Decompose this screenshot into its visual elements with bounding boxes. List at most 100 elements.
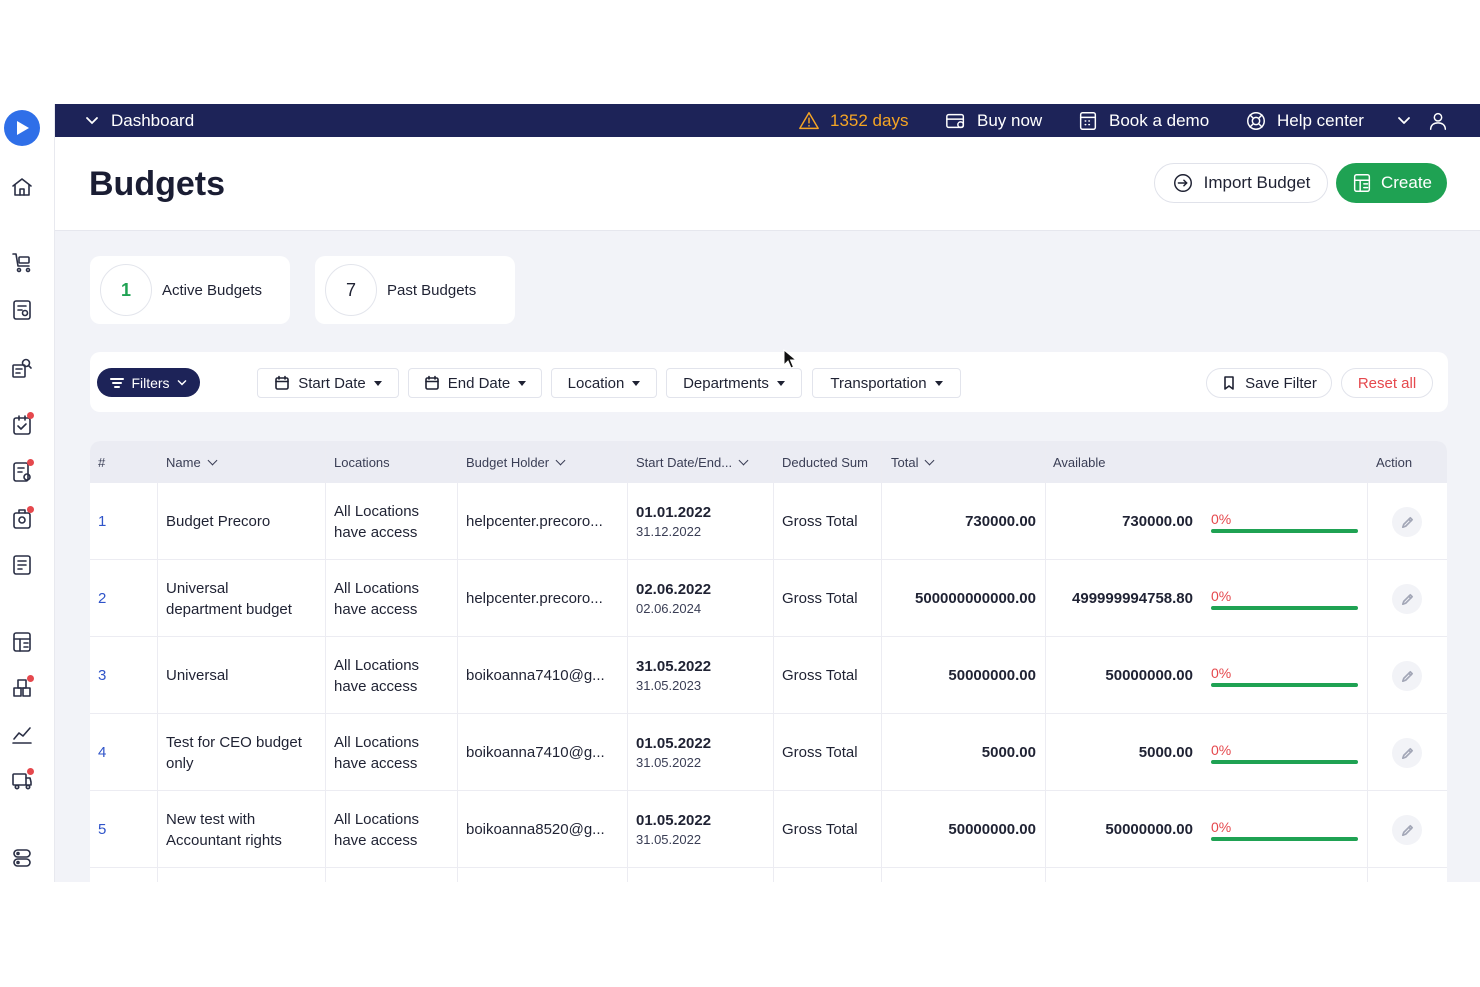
locations-line: All Locations [334,579,420,597]
budget-name[interactable]: Test for CEO budget only [166,714,321,791]
reset-all-button[interactable]: Reset all [1341,368,1433,398]
header-total[interactable]: Total [891,441,935,483]
help-center-link[interactable]: Help center [1245,104,1364,137]
end-date: 31.12.2022 [636,524,702,539]
budget-name[interactable]: Universal [166,637,321,714]
filters-button[interactable]: Filters [97,368,200,397]
header-available: Available [1053,454,1106,470]
start-date: 01.05.2022 [636,735,712,752]
locations-line: All Locations [334,656,420,674]
table-row[interactable]: 5 New test with Accountant rights All Locat… [90,791,1447,868]
header-budget-holder[interactable]: Budget Holder [466,441,566,483]
budget-name-line: Universal [166,579,229,597]
usage-percent: 0% [1211,742,1232,758]
row-number[interactable]: 5 [98,821,107,838]
budget-locations: All Locations have access [334,637,419,714]
header-dates-label: Start Date/End... [636,454,733,470]
delivery-icon[interactable] [9,768,35,794]
calendar-icon [424,375,439,390]
notification-dot [27,459,34,466]
budget-name[interactable]: Universal department budget [166,560,321,637]
analytics-icon[interactable] [9,722,35,748]
locations-line: have access [334,600,418,618]
caret-down-icon [934,380,943,386]
approvals-icon[interactable] [9,412,35,438]
suppliers-icon[interactable] [9,355,35,381]
budget-dates: 01.01.2022 31.12.2022 [636,483,711,560]
row-number[interactable]: 3 [98,667,107,684]
app-logo[interactable] [4,110,40,146]
past-budgets-card[interactable]: 7 Past Budgets [315,256,515,324]
table-row[interactable]: 1 Budget Precoro All Locations have access h… [90,483,1447,560]
receipts-icon[interactable] [9,506,35,532]
invoices-icon[interactable] [9,459,35,485]
trial-warning[interactable]: 1352 days [798,104,908,137]
requests-icon[interactable] [9,297,35,323]
table-row[interactable]: 2 Universal department budget All Locations… [90,560,1447,637]
edit-button[interactable] [1392,738,1422,768]
header-name[interactable]: Name [166,441,218,483]
account-menu[interactable] [1397,104,1449,137]
usage-percent: 0% [1211,511,1232,527]
home-icon[interactable] [9,174,35,200]
row-number[interactable]: 4 [98,744,107,761]
end-date: 31.05.2023 [636,678,702,693]
pencil-icon [1401,516,1413,528]
column-divider [325,441,326,882]
deducted-sum: Gross Total [782,513,858,530]
column-divider [773,441,774,882]
start-date: 01.05.2022 [636,812,712,829]
chevron-down-icon [555,455,566,465]
budget-holder: boikoanna7410@g... [466,667,605,684]
dashboard-menu[interactable]: Dashboard [85,104,194,137]
documents-icon[interactable] [9,552,35,578]
row-number[interactable]: 2 [98,590,107,607]
buy-now-link[interactable]: Buy now [945,104,1042,137]
table-row[interactable]: 3 Universal All Locations have access boikoa… [90,637,1447,714]
deducted-sum: Gross Total [782,821,858,838]
header-number: # [98,454,106,470]
save-filter-button[interactable]: Save Filter [1206,368,1332,398]
import-budget-label: Import Budget [1203,173,1311,192]
budget-dates: 01.05.2022 31.05.2022 [636,714,711,791]
import-icon [1173,174,1192,192]
notification-dot [27,412,34,419]
table-row[interactable]: 4 Test for CEO budget only All Locations hav… [90,714,1447,791]
usage-percent: 0% [1211,819,1232,835]
row-number[interactable]: 1 [98,513,107,530]
edit-button[interactable] [1392,507,1422,537]
header-dates[interactable]: Start Date/End... [636,441,749,483]
budget-name[interactable]: Budget Precoro [166,483,321,560]
usage-percent: 0% [1211,588,1232,604]
locations-line: have access [334,523,418,541]
departments-dropdown[interactable]: Departments [666,368,802,398]
location-dropdown[interactable]: Location [551,368,657,398]
import-budget-button[interactable]: Import Budget [1154,163,1328,203]
edit-button[interactable] [1392,815,1422,845]
deducted-sum: Gross Total [782,590,858,607]
end-date-dropdown[interactable]: End Date [408,368,542,398]
mouse-cursor-icon [783,349,797,369]
locations-line: All Locations [334,810,420,828]
departments-label: Departments [683,374,769,392]
start-date-dropdown[interactable]: Start Date [257,368,399,398]
book-demo-link[interactable]: Book a demo [1077,104,1209,137]
help-center-label: Help center [1277,110,1364,130]
cart-icon[interactable] [9,249,35,275]
notification-dot [27,768,34,775]
filters-label: Filters [131,374,170,391]
inventory-icon[interactable] [9,675,35,701]
budget-dates: 31.05.2022 31.05.2023 [636,637,711,714]
budgets-icon[interactable] [9,629,35,655]
start-date: 31.05.2022 [636,658,712,675]
notification-dot [27,675,34,682]
active-budgets-card[interactable]: 1 Active Budgets [90,256,290,324]
settings-icon[interactable] [9,845,35,871]
notification-dot [27,506,34,513]
edit-button[interactable] [1392,584,1422,614]
available-amount: 50000000.00 [1105,821,1193,838]
transportation-dropdown[interactable]: Transportation [812,368,961,398]
create-button[interactable]: Create [1336,163,1447,203]
budget-name[interactable]: New test with Accountant rights [166,791,321,868]
edit-button[interactable] [1392,661,1422,691]
